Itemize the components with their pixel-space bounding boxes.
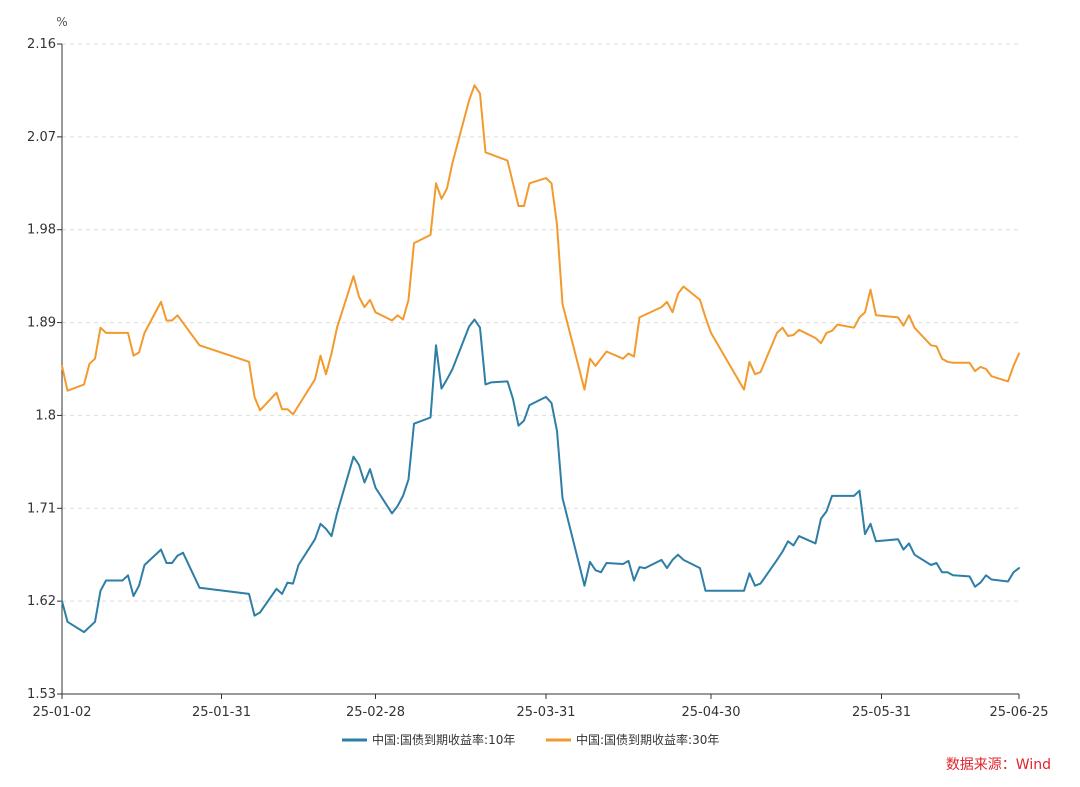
x-tick-label: 25-03-31 [516, 705, 575, 720]
x-tick-label: 25-04-30 [681, 705, 740, 720]
x-tick-label: 25-05-31 [852, 705, 911, 720]
data-source-note: 数据来源：Wind [945, 757, 1051, 773]
y-tick-label: 1.89 [27, 316, 56, 331]
x-tick-label: 25-01-02 [32, 705, 91, 720]
legend-item-30y[interactable]: 中国:国债到期收益率:30年 [546, 732, 719, 747]
grid-lines [62, 43, 1019, 602]
legend-item-10y[interactable]: 中国:国债到期收益率:10年 [342, 732, 515, 747]
y-tick-label: 1.98 [27, 223, 56, 238]
y-tick-label: 1.71 [27, 501, 56, 516]
y-tick-label: 1.8 [35, 408, 56, 423]
x-tick-label: 25-06-25 [989, 705, 1048, 720]
series-lines [61, 84, 1020, 634]
axes: 1.53 1.62 1.71 1.8 1.89 1.98 2.07 2.16% 25-01-02… [27, 15, 1048, 720]
legend-label: 中国:国债到期收益率:30年 [576, 732, 719, 747]
legend[interactable]: 中国:国债到期收益率:10年 中国:国债到期收益率:30年 [342, 732, 719, 747]
x-tick-label: 25-01-31 [192, 705, 251, 720]
y-tick-label: 1.53 [27, 687, 56, 702]
y-tick-label: 1.62 [27, 594, 56, 609]
y-tick-label: 2.16 [27, 37, 56, 52]
legend-label: 中国:国债到期收益率:10年 [372, 732, 515, 747]
x-tick-label: 25-02-28 [346, 705, 405, 720]
series-line-10y [61, 318, 1020, 634]
y-tick-label: 2.07 [27, 130, 56, 145]
y-axis-unit: % [56, 15, 67, 29]
series-line-30y [61, 84, 1020, 416]
